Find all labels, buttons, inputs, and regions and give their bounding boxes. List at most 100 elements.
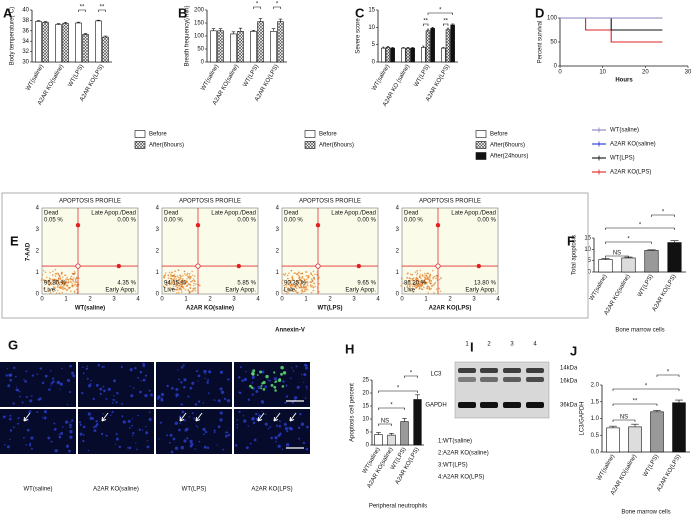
y-tick-label: 4 (276, 206, 280, 212)
event-dot (171, 282, 174, 285)
nucleus (260, 400, 263, 403)
nucleus (21, 401, 24, 404)
y-axis-label: Apoptosis cell percent (350, 383, 356, 442)
nucleus (53, 427, 57, 431)
y-tick-label: 4 (396, 206, 400, 212)
nucleus (181, 410, 185, 414)
plot-area (281, 207, 379, 295)
arrow (195, 412, 203, 422)
y-tick-label: 34 (22, 39, 29, 45)
nucleus (115, 401, 118, 404)
event-dot (312, 282, 315, 285)
nucleus (242, 415, 245, 417)
event-dot (66, 278, 68, 280)
nucleus (234, 444, 238, 447)
bar (606, 427, 620, 453)
event-dot (55, 281, 57, 283)
nucleus (95, 383, 99, 387)
nucleus (5, 374, 8, 377)
event-dot (295, 287, 298, 290)
nucleus (276, 424, 279, 427)
arrow (101, 412, 109, 422)
quadrant-value: 95.80 % (44, 281, 67, 287)
nucleus (300, 422, 305, 426)
image-label: A2AR KO(saline) (93, 487, 139, 493)
x-tick-label: WT(saline) (25, 64, 45, 92)
event-dot (313, 277, 315, 280)
y-tick-label: 3 (396, 227, 400, 233)
nucleus (30, 447, 33, 450)
y-tick-label: 1 (396, 270, 400, 276)
event-dot (406, 285, 409, 288)
nucleus (52, 380, 55, 383)
y-tick-label: 15 (362, 404, 369, 410)
lane-number: 2 (487, 342, 491, 348)
event-dot (56, 280, 59, 282)
nucleus (9, 378, 13, 382)
nucleus (15, 375, 17, 378)
event-dot (300, 292, 303, 294)
error-bar (63, 22, 68, 24)
signal (265, 374, 269, 379)
y-tick-label: 100 (194, 34, 205, 40)
nucleus (112, 401, 114, 404)
event-dot (409, 273, 412, 276)
event-dot (430, 282, 432, 285)
nucleus (18, 390, 21, 393)
nucleus (43, 410, 48, 414)
signal (260, 387, 263, 390)
nucleus (30, 395, 33, 397)
y-tick-label: 0 (588, 270, 592, 276)
nucleus (136, 448, 138, 451)
bar (390, 47, 395, 63)
bar (62, 23, 69, 63)
significance-bracket (605, 227, 675, 230)
y-tick-label: 0 (554, 64, 558, 70)
nucleus (219, 387, 223, 391)
event-dot (291, 277, 294, 280)
nucleus (166, 434, 168, 437)
quadrant-value: 94.15 % (164, 281, 187, 287)
quadrant-label: Early Apop. (345, 288, 376, 294)
event-dot (47, 281, 49, 284)
event-dot (41, 273, 44, 276)
error-bar (411, 47, 414, 49)
nucleus (169, 433, 173, 437)
y-tick-label: 0.0 (591, 450, 600, 456)
event-dot (420, 285, 422, 288)
nucleus (206, 381, 209, 384)
nucleus (204, 430, 208, 434)
bar (387, 434, 396, 446)
nucleus (12, 402, 15, 405)
gate-handle (476, 263, 481, 269)
event-dot (51, 274, 54, 276)
nucleus (183, 378, 187, 382)
event-dot (297, 291, 299, 294)
error-bar (422, 45, 425, 48)
legend-swatch (475, 130, 487, 138)
lane-legend: 1:WT(saline) (438, 439, 472, 445)
nucleus (99, 392, 102, 395)
nucleus (56, 380, 61, 385)
event-dot (188, 290, 191, 293)
nucleus (25, 370, 28, 373)
nucleus (25, 395, 28, 399)
nucleus (127, 419, 131, 423)
bar (401, 47, 406, 63)
y-tick-label: 10 (362, 417, 369, 423)
error-bar (56, 23, 61, 25)
nucleus (180, 403, 182, 406)
event-dot (418, 284, 421, 287)
event-dot (74, 272, 76, 274)
bar (441, 47, 446, 63)
event-dot (66, 288, 69, 291)
event-dot (190, 290, 193, 293)
nucleus (302, 441, 306, 445)
y-tick-label: 50 (197, 47, 204, 53)
nucleus (183, 439, 187, 443)
event-dot (429, 277, 431, 280)
event-dot (190, 276, 192, 278)
nucleus (239, 366, 242, 369)
event-dot (424, 277, 427, 280)
event-dot (414, 283, 416, 286)
